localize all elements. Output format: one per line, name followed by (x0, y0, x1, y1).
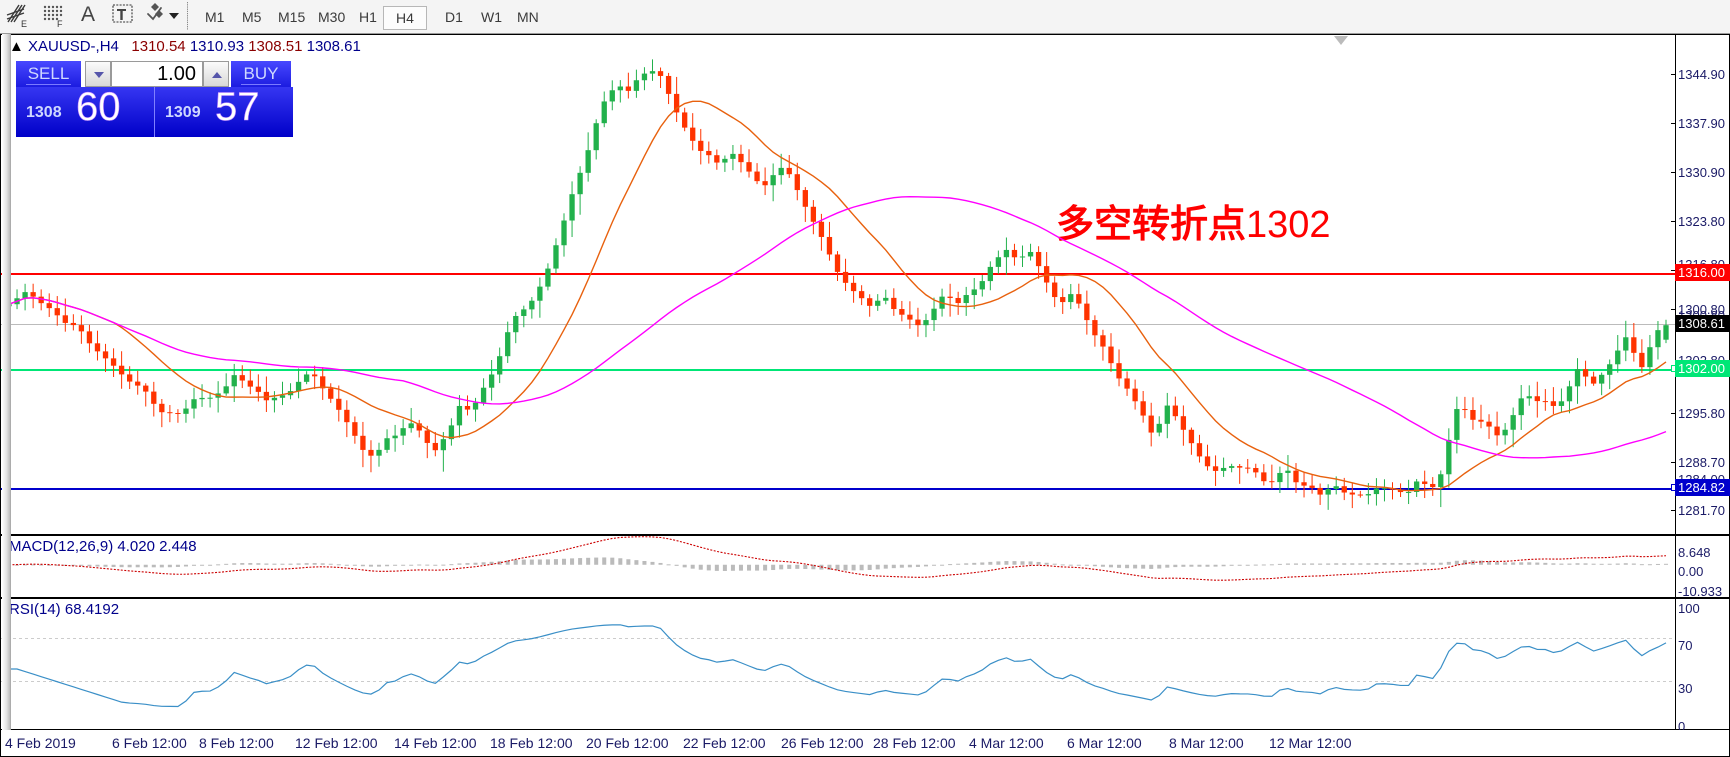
svg-text:F: F (57, 19, 63, 29)
svg-text:E: E (21, 19, 27, 29)
